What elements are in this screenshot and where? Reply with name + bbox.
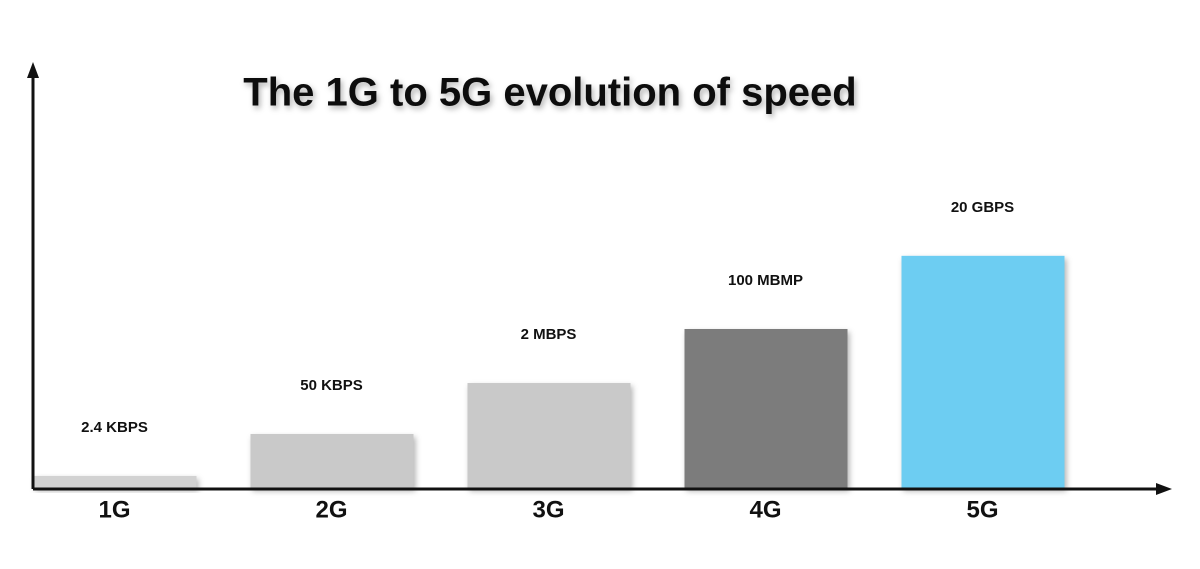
x-tick-label: 3G [532, 496, 564, 523]
y-axis-arrow [27, 62, 39, 78]
value-label: 50 KBPS [300, 377, 363, 394]
bar [684, 329, 848, 488]
bar [250, 433, 414, 488]
value-label: 2 MBPS [521, 326, 577, 343]
bar [467, 383, 631, 488]
x-axis-arrow [1156, 483, 1172, 495]
x-tick-label: 2G [315, 496, 347, 523]
value-label: 20 GBPS [951, 199, 1014, 216]
x-tick-label: 4G [749, 496, 781, 523]
bar [33, 475, 197, 488]
bar [901, 255, 1065, 488]
chart-title: The 1G to 5G evolution of speed [243, 71, 856, 115]
x-tick-label: 5G [966, 496, 998, 523]
x-tick-label: 1G [98, 496, 130, 523]
bars [33, 255, 1065, 488]
value-label: 100 MBMP [728, 272, 803, 289]
value-label: 2.4 KBPS [81, 419, 148, 436]
